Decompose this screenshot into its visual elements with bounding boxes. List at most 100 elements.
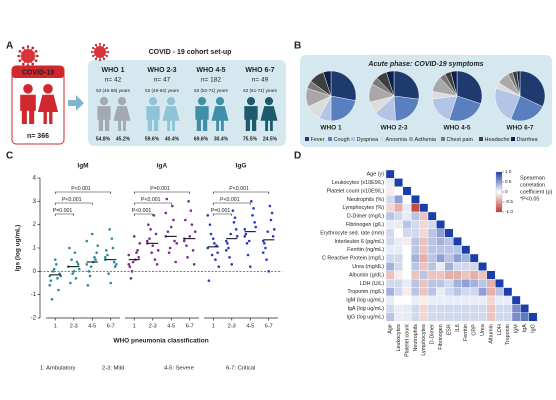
data-point xyxy=(232,221,236,224)
person-head xyxy=(197,97,207,106)
significance-bracket xyxy=(54,191,112,194)
x-tick-label: 6-7 xyxy=(265,323,273,329)
data-point xyxy=(265,258,268,261)
virus-spike-tip xyxy=(17,54,20,58)
person-body xyxy=(113,106,131,131)
data-point xyxy=(90,232,94,236)
data-point xyxy=(152,214,156,217)
heat-cell xyxy=(419,203,429,213)
heat-cell xyxy=(427,211,437,221)
data-point xyxy=(245,242,249,245)
data-point xyxy=(114,263,118,266)
heat-cell xyxy=(411,253,420,263)
group-n: n= 42 xyxy=(105,77,122,84)
heat-cell xyxy=(411,194,420,204)
col-label: IgG xyxy=(530,324,536,333)
class-note: 1: Ambulatory xyxy=(40,366,76,372)
heat-cell xyxy=(385,279,395,288)
data-point xyxy=(87,270,91,273)
heat-cell xyxy=(453,304,462,313)
data-point xyxy=(155,263,159,266)
data-point xyxy=(268,204,272,208)
data-point xyxy=(145,239,149,243)
heat-cell xyxy=(411,312,420,322)
heat-cell xyxy=(486,287,496,297)
p-value: P=0.001 xyxy=(150,186,170,192)
group-age: 53 (45-69) years xyxy=(96,88,130,93)
data-point xyxy=(244,232,248,236)
heat-cell xyxy=(453,245,462,255)
data-point xyxy=(264,246,267,250)
heat-cell xyxy=(411,304,420,313)
y-tick-label: 2 xyxy=(33,222,37,228)
colorbar-tick-label: 1.0 xyxy=(505,169,512,174)
row-label: Neutrophils (%) xyxy=(347,197,384,203)
person-icon xyxy=(37,84,59,124)
significance-bracket xyxy=(212,191,270,194)
data-point xyxy=(233,216,237,219)
legend-label: Headache xyxy=(485,137,510,143)
heat-cell xyxy=(394,253,403,263)
col-label: Lymphocytes xyxy=(421,324,427,356)
heat-cell xyxy=(419,304,429,313)
heat-cell xyxy=(385,194,395,204)
data-point xyxy=(105,249,108,252)
x-tick-label: 2-3 xyxy=(228,323,236,329)
heat-cell xyxy=(394,245,403,255)
heat-cell xyxy=(453,295,462,305)
pie-slice xyxy=(449,95,482,122)
data-point xyxy=(231,209,235,212)
heat-cell xyxy=(385,253,395,263)
heat-cell xyxy=(469,287,479,297)
group-age: 62 (52-71) years xyxy=(194,88,228,93)
data-point xyxy=(266,230,269,233)
virus-spike-tip xyxy=(34,50,38,53)
row-label: IgM (log ug/mL) xyxy=(346,298,384,304)
heat-cell xyxy=(486,312,496,322)
heat-cell xyxy=(402,194,412,204)
virus-spike-tip xyxy=(36,54,39,58)
person-head xyxy=(99,97,109,106)
data-point xyxy=(267,270,271,273)
heat-cell xyxy=(394,279,403,288)
data-point xyxy=(187,200,190,203)
heat-cell xyxy=(411,228,420,238)
data-point xyxy=(167,251,171,254)
data-point xyxy=(171,204,174,208)
virus-spike-tip xyxy=(34,59,38,62)
data-point xyxy=(216,251,219,254)
data-point xyxy=(106,253,109,257)
female-pct: 30.4% xyxy=(214,136,229,142)
data-point xyxy=(52,267,56,271)
colorbar-tick-label: -1.0 xyxy=(505,209,513,214)
data-point xyxy=(263,242,266,245)
pie-label: WHO 6-7 xyxy=(506,125,533,132)
heat-cell xyxy=(503,312,513,322)
data-point xyxy=(210,253,214,257)
legend-label: Asthenia xyxy=(415,137,437,143)
p-value: P<0.001 xyxy=(62,197,82,203)
heat-cell xyxy=(461,295,471,305)
heat-cell xyxy=(427,295,437,305)
data-point xyxy=(57,288,60,292)
panel-letter: A xyxy=(6,41,13,52)
col-label: Leukocytes xyxy=(396,324,402,352)
heat-cell xyxy=(461,245,471,255)
data-point xyxy=(226,242,229,245)
col-label: IgA xyxy=(522,324,528,332)
data-point xyxy=(213,242,216,245)
heat-cell xyxy=(394,304,403,313)
heat-cell xyxy=(453,236,462,246)
data-point xyxy=(127,263,131,266)
legend-swatch xyxy=(409,137,413,141)
heat-cell xyxy=(469,295,479,305)
data-point xyxy=(138,242,142,245)
y-tick-label: 1 xyxy=(33,246,37,252)
heat-cell xyxy=(385,203,395,213)
heat-cell xyxy=(402,186,412,196)
heat-cell xyxy=(394,220,403,229)
col-label: Fibrinogen xyxy=(438,324,444,349)
virus-spike-tip xyxy=(31,46,34,50)
data-point xyxy=(74,277,78,280)
pie-slice xyxy=(494,88,521,120)
